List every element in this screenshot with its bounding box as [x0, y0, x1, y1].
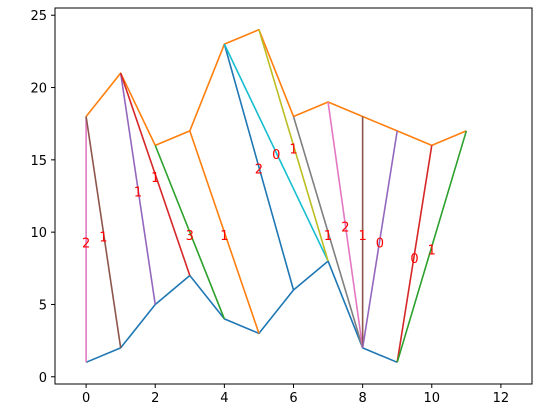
series-line-7 — [189, 130, 260, 334]
edge-label-9: 1 — [324, 229, 332, 244]
y-tick-label-4: 20 — [30, 82, 47, 97]
edge-label-1: 1 — [99, 230, 107, 245]
x-tick-label-1: 2 — [151, 391, 159, 406]
y-tick-label-2: 10 — [30, 226, 47, 241]
edge-label-13: 0 — [410, 252, 418, 267]
series-line-0 — [85, 260, 398, 364]
edge-label-14: 1 — [428, 244, 436, 259]
y-tick-label-5: 25 — [30, 9, 47, 24]
series-line-15 — [396, 145, 433, 363]
plot-frame — [54, 7, 533, 385]
series-line-5 — [119, 72, 191, 276]
x-tick-label-2: 4 — [220, 391, 228, 406]
edge-label-12: 0 — [376, 236, 384, 251]
edge-label-7: 0 — [272, 148, 280, 163]
edge-label-3: 1 — [151, 171, 159, 186]
edge-label-0: 2 — [82, 236, 90, 251]
x-tick-label-4: 8 — [358, 391, 366, 406]
edge-label-6: 2 — [255, 163, 263, 178]
y-tick-label-1: 5 — [39, 298, 47, 313]
series-line-8 — [223, 43, 295, 291]
series-line-16 — [396, 130, 468, 363]
series-line-3 — [85, 116, 122, 348]
edge-label-4: 3 — [186, 229, 194, 244]
x-tick-label-0: 0 — [82, 391, 90, 406]
x-tick-label-3: 6 — [289, 391, 297, 406]
series-line-11 — [292, 116, 364, 349]
x-tick-label-6: 12 — [493, 391, 510, 406]
series-layer — [85, 28, 468, 364]
edge-label-8: 1 — [289, 142, 297, 157]
edge-label-5: 1 — [220, 229, 228, 244]
series-line-10 — [258, 29, 329, 262]
y-tick-label-0: 0 — [39, 371, 47, 386]
series-line-12 — [327, 101, 364, 348]
series-line-1 — [85, 28, 467, 147]
series-line-6 — [154, 145, 226, 320]
y-tick-label-3: 15 — [30, 154, 47, 169]
edge-label-2: 1 — [134, 186, 142, 201]
series-line-9 — [223, 43, 329, 262]
series-line-4 — [119, 72, 157, 305]
x-tick-label-5: 10 — [423, 391, 440, 406]
edge-label-11: 1 — [358, 229, 366, 244]
series-line-14 — [361, 130, 398, 348]
edge-label-10: 2 — [341, 220, 349, 235]
